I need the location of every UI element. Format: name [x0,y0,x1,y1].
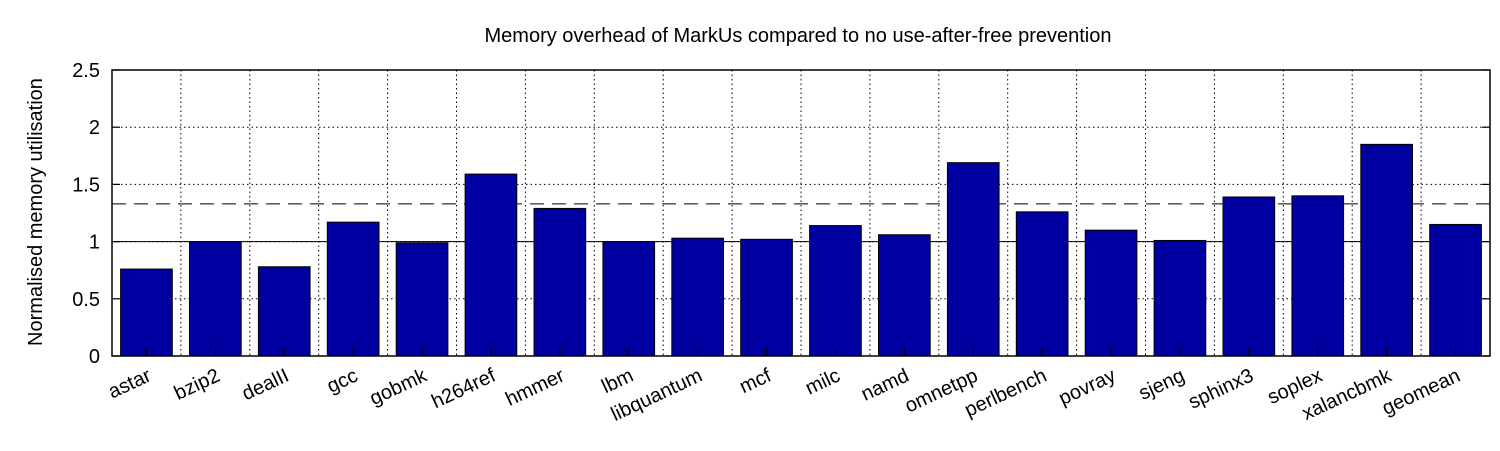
x-tick-label: mcf [736,364,775,398]
x-tick-label: gcc [324,365,362,398]
bar-dealII [257,266,311,357]
y-tick-label: 2.5 [72,60,100,82]
bar-h264ref [464,173,518,357]
bar-bzip2 [189,241,242,357]
bar-libquantum [671,237,724,357]
bar-omnetpp [946,162,1000,357]
y-tick-label: 2 [89,117,100,139]
y-tick-labels: 0 0.5 1 1.5 2 2.5 [72,60,1490,368]
chart-title: Memory overhead of MarkUs compared to no… [485,25,1112,47]
x-tick-label: sjeng [1135,365,1188,405]
x-tick-label: hmmer [502,364,568,410]
bar-astar [120,268,173,357]
bar-povray [1084,229,1138,357]
x-tick-label: bzip2 [171,365,224,405]
x-tick-label: gobmk [366,364,431,410]
plot-frame [111,69,1491,357]
x-tick-label: milc [802,365,844,400]
x-tick-label: sphinx3 [1185,365,1257,414]
x-tick-label: astar [105,364,155,403]
y-tick-label: 0 [89,346,100,368]
bar-soplex [1291,195,1345,357]
bar-geomean [1429,223,1482,357]
bar-sjeng [1153,239,1207,357]
bar-gcc [326,221,380,357]
x-tick-label: h264ref [428,364,499,413]
y-tick-label: 0.5 [72,289,100,311]
x-tick-label: geomean [1379,365,1464,420]
bar-perlbench [1015,211,1069,357]
bar-namd [878,234,931,357]
x-tick-label: povray [1055,365,1119,410]
y-axis-label: Normalised memory utilisation [25,78,47,346]
y-tick-label: 1 [89,232,100,254]
grid-lines [112,70,1490,356]
bar-xalancbmk [1360,143,1413,357]
bars [120,143,1482,357]
bar-milc [809,225,862,357]
bar-sphinx3 [1222,196,1276,357]
y-tick-label: 1.5 [72,174,100,196]
bar-gobmk [395,242,449,357]
bar-mcf [740,238,793,357]
x-tick-label: dealII [239,365,293,406]
bar-hmmer [533,207,587,357]
x-tick-label: lbm [598,365,637,399]
bar-lbm [602,241,656,357]
